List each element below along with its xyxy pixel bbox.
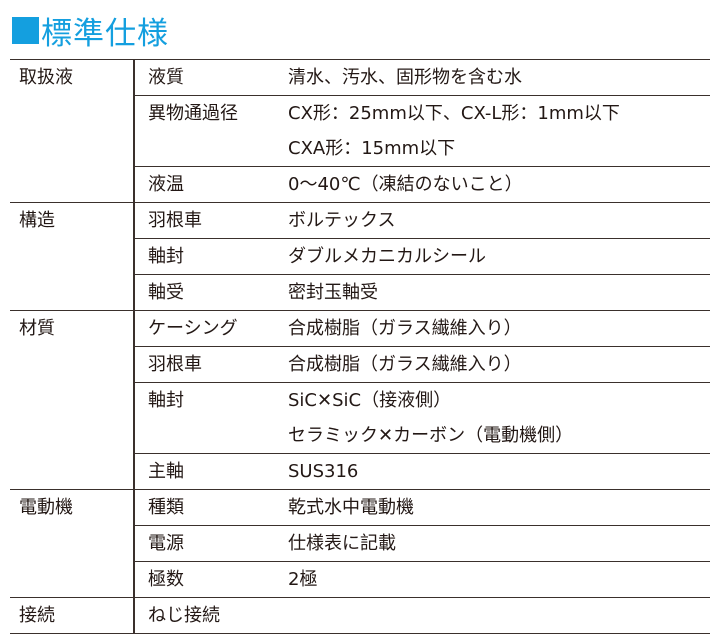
spec-key: 液温 [134,166,288,203]
section-title: 標準仕様 [12,12,169,52]
table-row: 電源 仕様表に記載 [10,525,710,562]
table-row: 極数 2極 [10,561,710,598]
spec-value: ダブルメカニカルシール [288,238,710,275]
group-label: 取扱液 [10,59,135,203]
spec-value: 清水、汚水、固形物を含む水 [288,59,710,96]
spec-value-line: 仕様表に記載 [288,533,396,554]
spec-value: 合成樹脂（ガラス繊維入り） [288,310,710,347]
spec-value: 密封玉軸受 [288,274,710,311]
spec-value-line: SiC✕SiC（接液側） [288,390,452,411]
spec-key: 軸封 [134,238,288,275]
spec-key: 異物通過径 [134,95,288,167]
spec-value: ねじ接続 [134,597,710,634]
spec-value-line: CXA形：15mm以下 [288,138,456,159]
group-label: 接続 [10,597,135,634]
spec-value: ボルテックス [288,202,710,239]
spec-value: SUS316 [288,453,710,490]
spec-value: 仕様表に記載 [288,525,710,562]
table-row: 取扱液 液質 清水、汚水、固形物を含む水 [10,59,710,203]
spec-value-line: 2極 [288,569,318,590]
spec-value: CX形：25mm以下、CX-L形：1mm以下 CXA形：15mm以下 [288,95,710,167]
table-row: 材質 ケーシング 合成樹脂（ガラス繊維入り） [10,310,710,490]
spec-value: 2極 [288,561,710,598]
spec-value-line: ボルテックス [288,210,396,231]
spec-value-line: セラミック✕カーボン（電動機側） [288,425,574,446]
table-row: 異物通過径 CX形：25mm以下、CX-L形：1mm以下 CXA形：15mm以下 [10,95,710,167]
spec-key: ケーシング [134,310,288,347]
table-row: 軸受 密封玉軸受 [10,274,710,311]
group-label: 電動機 [10,489,135,598]
section-title-text: 標準仕様 [41,15,169,52]
spec-value: 0〜40℃（凍結のないこと） [288,166,710,203]
square-bullet-icon [12,16,39,44]
table-row: 構造 羽根車 ボルテックス [10,202,710,311]
spec-value-line: 合成樹脂（ガラス繊維入り） [288,354,522,375]
spec-key: 極数 [134,561,288,598]
spec-value: SiC✕SiC（接液側） セラミック✕カーボン（電動機側） [288,382,710,454]
spec-value-line: 密封玉軸受 [288,282,378,303]
spec-value-line: 清水、汚水、固形物を含む水 [288,67,522,88]
spec-key: 電源 [134,525,288,562]
group-label: 材質 [10,310,135,490]
spec-key: 羽根車 [134,346,288,383]
spec-key: 軸封 [134,382,288,454]
spec-value: 合成樹脂（ガラス繊維入り） [288,346,710,383]
group-label: 構造 [10,202,135,311]
spec-value-line: 0〜40℃（凍結のないこと） [288,174,523,195]
spec-table: 取扱液 液質 清水、汚水、固形物を含む水 異物通過径 CX形：25mm以下、CX-L形：… [10,59,710,634]
table-row: 接続 ねじ接続 [10,597,710,634]
spec-key: 羽根車 [134,202,288,239]
spec-value-line: SUS316 [288,461,359,482]
spec-key: 種類 [134,489,288,526]
spec-value: 乾式水中電動機 [288,489,710,526]
table-row: 主軸 SUS316 [10,453,710,490]
spec-value-line: CX形：25mm以下、CX-L形：1mm以下 [288,103,620,124]
spec-value-line: ダブルメカニカルシール [288,246,486,267]
spec-key: 軸受 [134,274,288,311]
table-row: 液温 0〜40℃（凍結のないこと） [10,166,710,203]
spec-key: 液質 [134,59,288,96]
spec-value-line: 乾式水中電動機 [288,497,414,518]
table-row: 電動機 種類 乾式水中電動機 [10,489,710,598]
spec-key: 主軸 [134,453,288,490]
table-row: 軸封 SiC✕SiC（接液側） セラミック✕カーボン（電動機側） [10,382,710,454]
spec-value-line: 合成樹脂（ガラス繊維入り） [288,318,522,339]
